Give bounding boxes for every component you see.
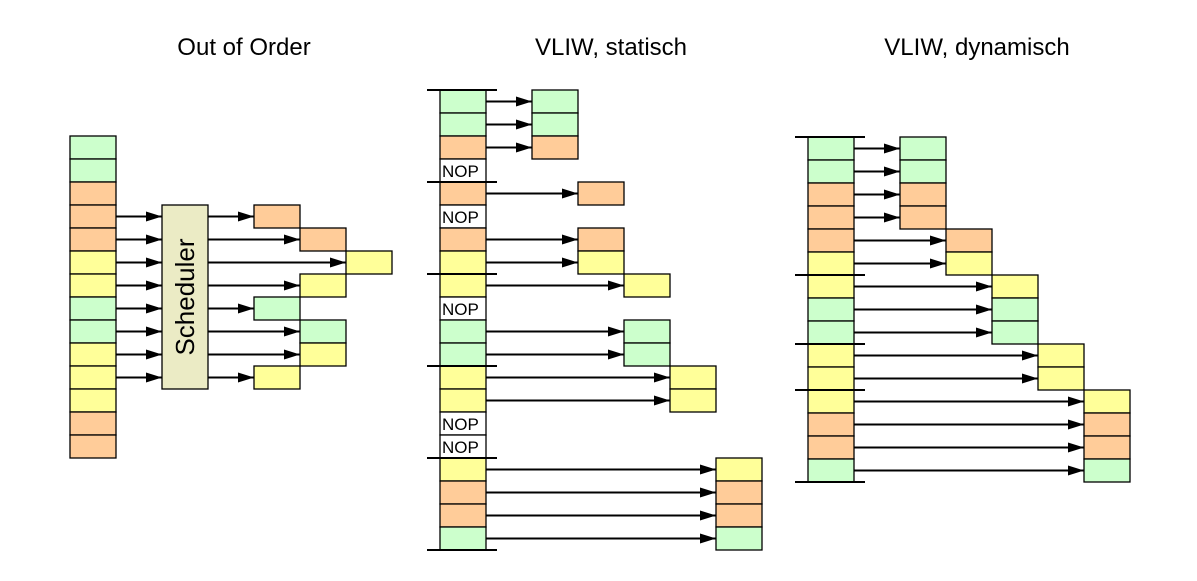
issued-cell <box>1037 343 1085 368</box>
issued-cell <box>669 388 717 413</box>
issued-cell <box>991 320 1039 345</box>
nop-label: NOP <box>442 415 479 434</box>
instruction-cell <box>807 412 855 437</box>
scheduler-box <box>161 204 209 390</box>
instruction-cell <box>439 181 487 206</box>
instruction-cell <box>807 297 855 322</box>
instruction-cell <box>439 526 487 551</box>
instruction-cell <box>439 135 487 160</box>
issued-cell <box>991 297 1039 322</box>
instruction-cell <box>439 342 487 367</box>
issued-cell <box>715 480 763 505</box>
instruction-cell <box>807 182 855 207</box>
issued-cell <box>899 136 947 161</box>
issued-cell <box>669 365 717 390</box>
instruction-cell <box>439 503 487 528</box>
issued-cell <box>299 227 347 252</box>
issued-cell <box>531 135 579 160</box>
issued-cell <box>577 181 625 206</box>
instruction-cell <box>439 388 487 413</box>
instruction-cell <box>69 250 117 275</box>
instruction-cell <box>807 251 855 276</box>
instruction-cell <box>439 480 487 505</box>
instruction-cell <box>439 89 487 114</box>
instruction-cell <box>807 389 855 414</box>
issued-cell <box>899 182 947 207</box>
issued-cell <box>1083 458 1131 483</box>
issued-cell <box>531 89 579 114</box>
instruction-cell <box>69 319 117 344</box>
title-out-of-order: Out of Order <box>177 34 311 61</box>
issued-cell <box>253 296 301 321</box>
issued-cell <box>1083 412 1131 437</box>
instruction-cell <box>69 273 117 298</box>
issued-cell <box>531 112 579 137</box>
issued-cell <box>899 159 947 184</box>
instruction-cell <box>69 434 117 459</box>
instruction-cell <box>807 228 855 253</box>
instruction-cell <box>807 435 855 460</box>
instruction-cell <box>439 273 487 298</box>
issued-cell <box>945 228 993 253</box>
issued-cell <box>991 274 1039 299</box>
issued-cell <box>345 250 393 275</box>
issued-cell <box>1083 389 1131 414</box>
issued-cell <box>715 503 763 528</box>
instruction-cell <box>69 158 117 183</box>
instruction-cell <box>439 227 487 252</box>
issued-cell <box>577 250 625 275</box>
nop-label: NOP <box>442 438 479 457</box>
issued-cell <box>299 273 347 298</box>
instruction-cell <box>69 227 117 252</box>
instruction-cell <box>439 112 487 137</box>
title-vliw-static: VLIW, statisch <box>534 34 688 61</box>
instruction-cell <box>807 136 855 161</box>
instruction-cell <box>69 342 117 367</box>
issued-cell <box>623 319 671 344</box>
issued-cell <box>899 205 947 230</box>
issued-cell <box>1037 366 1085 391</box>
instruction-cell <box>807 320 855 345</box>
instruction-cell <box>807 366 855 391</box>
issued-cell <box>577 227 625 252</box>
issued-cell <box>253 204 301 229</box>
issued-cell <box>299 319 347 344</box>
instruction-cell <box>69 135 117 160</box>
issued-cell <box>715 457 763 482</box>
instruction-cell <box>807 159 855 184</box>
issued-cell <box>623 273 671 298</box>
issued-cell <box>299 342 347 367</box>
title-vliw-dynamic: VLIW, dynamisch <box>884 34 1070 61</box>
issued-cell <box>945 251 993 276</box>
instruction-cell <box>439 365 487 390</box>
instruction-cell <box>807 274 855 299</box>
nop-label: NOP <box>442 300 479 319</box>
issued-cell <box>715 526 763 551</box>
instruction-cell <box>807 458 855 483</box>
instruction-cell <box>69 411 117 436</box>
instruction-cell <box>69 388 117 413</box>
instruction-cell <box>439 319 487 344</box>
instruction-cell <box>69 204 117 229</box>
instruction-cell <box>69 181 117 206</box>
instruction-cell <box>69 365 117 390</box>
nop-label: NOP <box>442 208 479 227</box>
instruction-cell <box>807 205 855 230</box>
instruction-cell <box>439 457 487 482</box>
scheduler-label: Scheduler <box>170 238 200 355</box>
instruction-cell <box>69 296 117 321</box>
instruction-cell <box>439 250 487 275</box>
instruction-cell <box>807 343 855 368</box>
issued-cell <box>1083 435 1131 460</box>
issued-cell <box>623 342 671 367</box>
nop-label: NOP <box>442 162 479 181</box>
issued-cell <box>253 365 301 390</box>
